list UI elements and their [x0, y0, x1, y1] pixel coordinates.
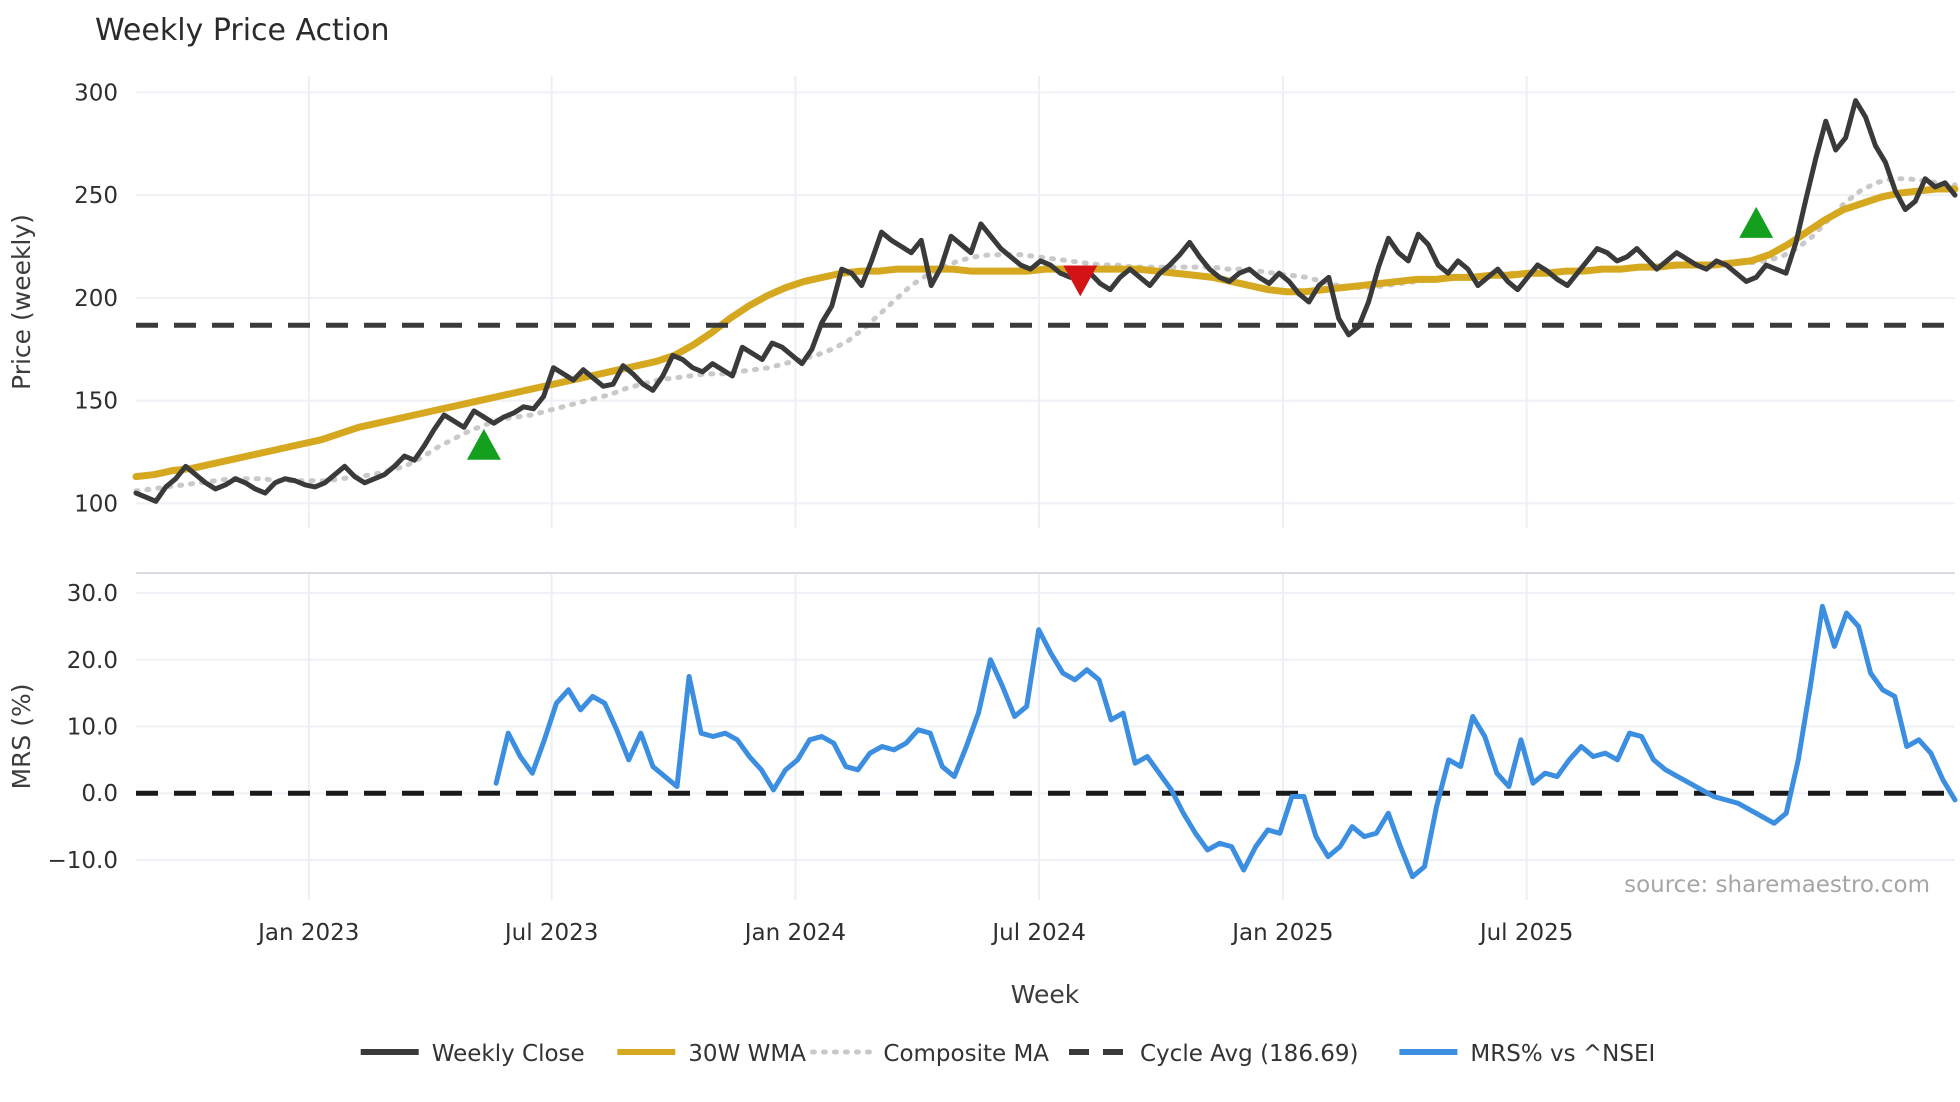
mrs-y-tick: −10.0 — [48, 848, 118, 874]
x-axis-tick: Jul 2024 — [990, 920, 1086, 946]
legend-composite-ma: Composite MA — [809, 1041, 1049, 1067]
legend-composite-ma-label: Composite MA — [883, 1041, 1049, 1067]
price-y-axis-label: Price (weekly) — [7, 214, 36, 390]
price-y-tick: 250 — [74, 183, 118, 209]
chart-title: Weekly Price Action — [95, 13, 390, 48]
legend-weekly-close-label: Weekly Close — [432, 1041, 585, 1067]
legend-mrs: MRS% vs ^NSEI — [1399, 1041, 1655, 1067]
legend-30w-wma-label: 30W WMA — [688, 1041, 806, 1067]
legend-mrs-label: MRS% vs ^NSEI — [1470, 1041, 1655, 1067]
x-axis-tick: Jul 2023 — [503, 920, 599, 946]
price-y-tick: 300 — [74, 80, 118, 106]
buy-signal-marker — [1739, 206, 1774, 238]
mrs-y-tick: 20.0 — [67, 648, 118, 674]
price-y-tick: 100 — [74, 491, 118, 517]
mrs-panel: −10.0 0.0 10.0 20.0 30.0 MRS (%) Jan 2023 Jul 2… — [7, 572, 1958, 946]
mrs-y-tick: 0.0 — [81, 781, 118, 807]
x-axis-tick: Jan 2024 — [743, 920, 846, 946]
mrs-line — [493, 603, 1958, 880]
mrs-y-axis-label: MRS (%) — [7, 683, 36, 789]
legend-cycle-avg: Cycle Avg (186.69) — [1069, 1041, 1359, 1067]
price-y-tick: 200 — [74, 286, 118, 312]
legend-cycle-avg-label: Cycle Avg (186.69) — [1140, 1041, 1359, 1067]
price-panel: 100 150 200 250 300 Price (weekly) — [7, 76, 1959, 528]
buy-signal-marker — [466, 428, 501, 460]
legend-30w-wma: 30W WMA — [617, 1041, 806, 1067]
price-y-tick: 150 — [74, 389, 118, 415]
weekly-close-line — [133, 98, 1958, 504]
source-watermark: source: sharemaestro.com — [1624, 872, 1930, 898]
chart-legend: Weekly Close 30W WMA Composite MA Cycle Avg… — [360, 1041, 1655, 1067]
sell-signal-marker — [1063, 265, 1098, 297]
x-axis-label: Week — [1011, 980, 1080, 1009]
mrs-y-tick: 30.0 — [67, 581, 118, 607]
x-axis-tick: Jan 2023 — [256, 920, 359, 946]
x-axis-tick: Jul 2025 — [1478, 920, 1574, 946]
legend-weekly-close: Weekly Close — [360, 1041, 585, 1067]
x-axis-tick: Jan 2025 — [1230, 920, 1333, 946]
mrs-y-tick: 10.0 — [67, 714, 118, 740]
